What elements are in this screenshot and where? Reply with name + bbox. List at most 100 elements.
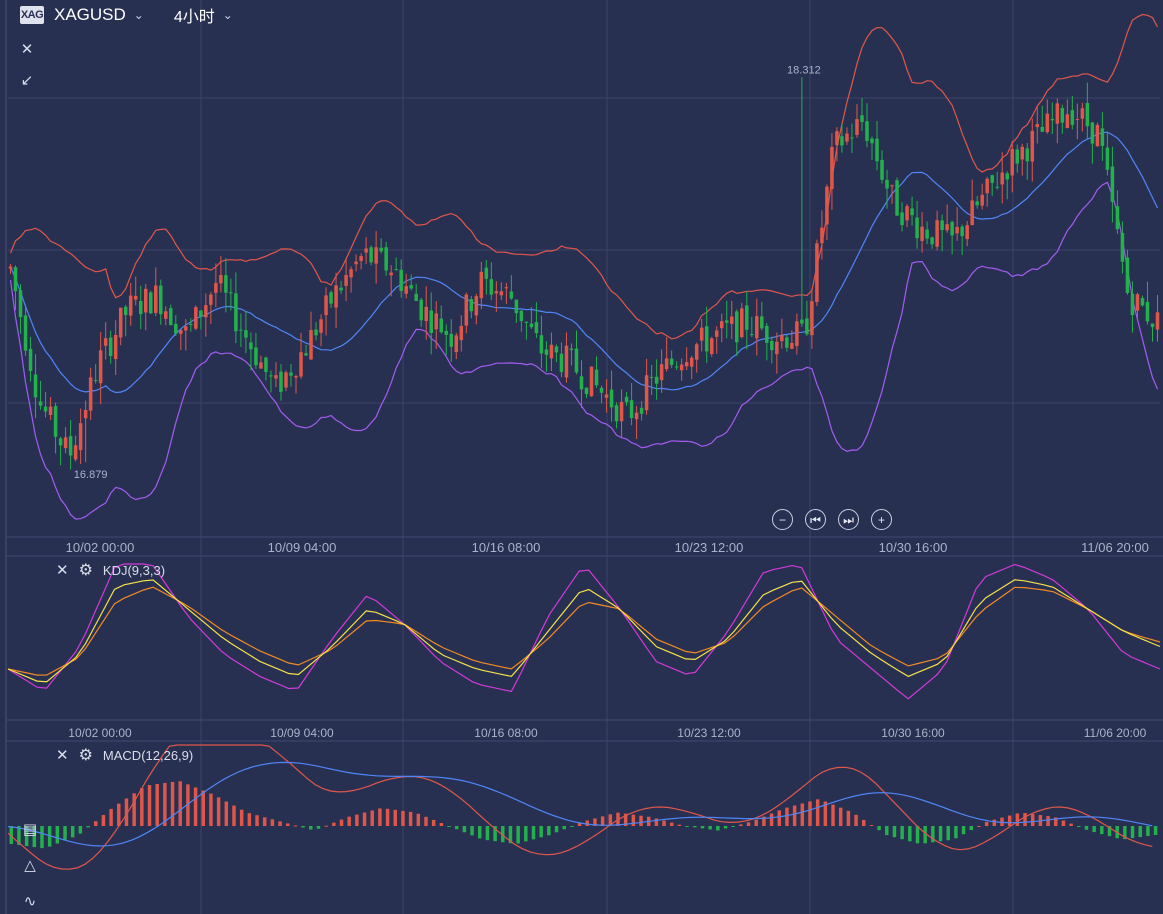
candle-body — [1090, 122, 1095, 144]
candle-body — [143, 288, 148, 313]
candle-body — [229, 292, 233, 294]
close-icon[interactable]: ✕ — [20, 41, 34, 58]
candle-body — [724, 320, 729, 323]
candle-body — [619, 401, 624, 422]
macd-histogram-bar — [1069, 823, 1073, 826]
macd-histogram-bar — [562, 826, 566, 830]
candle-body — [234, 293, 238, 332]
candle-body — [579, 376, 584, 390]
macd-histogram-bar — [124, 798, 129, 826]
candle-body — [38, 401, 43, 406]
candle-body — [169, 308, 173, 326]
candle-body — [644, 375, 649, 411]
candle-body — [48, 406, 53, 415]
candle-body — [604, 394, 609, 398]
macd-histogram-bar — [693, 826, 697, 828]
candle-body — [935, 220, 939, 247]
candle-body — [694, 344, 699, 360]
pulse-icon[interactable]: ∿ — [23, 893, 37, 910]
candle-body — [444, 330, 449, 335]
candle-body — [589, 366, 594, 397]
candle-body — [509, 291, 514, 299]
macd-histogram-bar — [639, 815, 643, 826]
macd-histogram-bar — [1138, 826, 1142, 838]
candle-body — [184, 326, 188, 331]
candle-body — [1135, 294, 1140, 311]
candle-body — [98, 350, 103, 384]
candle-body — [810, 301, 814, 336]
zoom-in-button[interactable]: + — [871, 509, 892, 530]
chevron-down-icon[interactable]: ⌄ — [133, 8, 144, 22]
candle-body — [459, 325, 464, 341]
candle-body — [714, 330, 719, 337]
candle-body — [925, 229, 929, 239]
drawing-tool-icon[interactable]: △ — [24, 857, 36, 874]
candle-body — [249, 342, 253, 350]
macd-histogram-bar — [892, 826, 897, 838]
gear-icon[interactable]: ⚙ — [78, 747, 93, 764]
interval-selector[interactable]: 4小时 — [173, 9, 215, 26]
candle-body — [1060, 107, 1065, 123]
collapse-icon[interactable]: ↙ — [20, 72, 34, 89]
macd-histogram-bar — [86, 826, 90, 828]
candle-body — [584, 387, 589, 395]
candle-body — [689, 357, 694, 367]
candle-body — [399, 269, 403, 291]
macd-histogram-bar — [362, 812, 367, 826]
candle-body — [559, 353, 564, 373]
macd-histogram-bar — [262, 817, 267, 826]
macd-histogram-bar — [700, 826, 705, 829]
candle-body — [965, 225, 969, 240]
candle-body — [1035, 124, 1040, 128]
macd-histogram-bar — [132, 793, 136, 826]
close-icon[interactable]: ✕ — [56, 562, 69, 579]
macd-histogram-bar — [324, 825, 328, 827]
candle-body — [344, 274, 348, 286]
candle-body — [419, 299, 423, 321]
macd-histogram-bar — [800, 803, 805, 826]
candle-body — [664, 358, 669, 370]
macd-histogram-bar — [193, 787, 198, 826]
candle-body — [314, 329, 318, 336]
candle-body — [1010, 149, 1014, 176]
candle-body — [1095, 124, 1100, 147]
close-icon[interactable]: ✕ — [56, 747, 69, 764]
candle-body — [414, 293, 418, 301]
macd-histogram-bar — [186, 784, 190, 826]
candle-body — [649, 376, 654, 378]
candle-body — [118, 307, 123, 338]
candle-body — [434, 313, 438, 330]
high-price-label: 18.312 — [787, 64, 821, 76]
indicator-icon[interactable]: ▤ — [22, 821, 38, 838]
candle-body — [669, 358, 674, 365]
macd-histogram-bar — [854, 814, 858, 826]
macd-histogram-bar — [716, 826, 720, 831]
candle-body — [780, 335, 784, 342]
macd-histogram-bar — [378, 808, 382, 826]
macd-histogram-bar — [570, 826, 574, 827]
candle-body — [13, 267, 18, 292]
symbol-selector[interactable]: XAGUSD — [54, 5, 126, 24]
macd-histogram-bar — [1007, 815, 1012, 826]
macd-histogram-bar — [232, 805, 236, 826]
kdj-x-tick: 10/09 04:00 — [270, 726, 334, 740]
candle-body — [8, 266, 13, 269]
price-x-tick: 10/02 00:00 — [66, 540, 135, 555]
candle-body — [865, 121, 869, 141]
candle-body — [58, 438, 63, 446]
scroll-end-button[interactable]: ⏭ — [838, 509, 859, 530]
candle-body — [174, 323, 178, 334]
candle-body — [179, 329, 183, 334]
price-x-tick: 10/23 12:00 — [675, 540, 744, 555]
zoom-out-button[interactable]: − — [772, 509, 793, 530]
scroll-start-button[interactable]: ⏮ — [805, 509, 826, 530]
chevron-down-icon[interactable]: ⌄ — [222, 8, 233, 22]
candle-body — [274, 375, 278, 379]
candle-body — [73, 445, 78, 460]
gear-icon[interactable]: ⚙ — [78, 562, 93, 579]
candle-body — [349, 269, 353, 278]
candle-body — [709, 338, 714, 355]
candle-body — [23, 315, 28, 351]
macd-dea-line — [7, 761, 1153, 847]
